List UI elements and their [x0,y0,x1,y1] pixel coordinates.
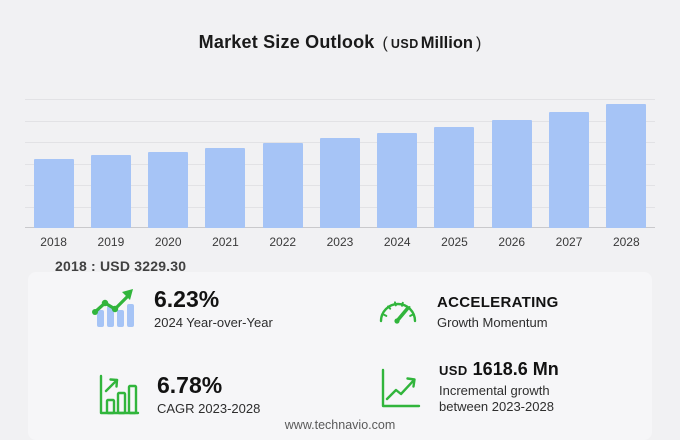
x-label-2026: 2026 [498,235,526,249]
bar-2018 [33,158,74,228]
x-label-2022: 2022 [269,235,297,249]
bar-2024 [377,132,418,228]
bar-slot-2020 [140,99,197,228]
bar-2022 [262,143,303,228]
bar-slot-2022 [254,99,311,228]
x-label-2024: 2024 [383,235,411,249]
title-currency: USD [390,37,419,51]
gridline [25,121,655,122]
footer-url[interactable]: www.technavio.com [284,418,396,432]
x-label-2020: 2020 [154,235,182,249]
stat-incremental-currency: USD [439,363,468,378]
bar-2021 [205,147,246,228]
page-title: Market Size Outlook (USD Million) [0,32,680,53]
x-label-2019: 2019 [97,235,125,249]
bar-2028 [606,103,647,228]
stat-cagr-value: 6.78% [157,371,223,398]
x-label-2028: 2028 [612,235,640,249]
stat-yoy-value: 6.23% [154,285,220,312]
chart-plot-area [25,99,655,228]
stat-cagr: 6.78% CAGR 2023-2028 [95,372,260,418]
bar-2019 [90,155,131,228]
stat-incremental-label: Incremental growth between 2023-2028 [439,382,554,415]
bar-slot-2026 [483,99,540,228]
chart-bars [25,99,655,228]
gridline [25,99,655,100]
x-label-2021: 2021 [212,235,239,249]
bar-slot-2019 [82,99,139,228]
bar-2027 [549,112,590,228]
bar-slot-2021 [197,99,254,228]
bar-2025 [434,126,475,228]
bar-chart-trend-icon [92,286,138,332]
title-unit: (USD Million) [382,34,482,52]
x-label-2023: 2023 [326,235,354,249]
stat-incremental-growth: USD 1618.6 Mn Incremental growth between… [377,359,591,415]
bar-slot-2025 [426,99,483,228]
stat-yoy-label: 2024 Year-over-Year [154,315,273,331]
bar-slot-2027 [540,99,597,228]
stats-panel: 6.23% 2024 Year-over-Year [28,272,652,440]
bar-slot-2023 [311,99,368,228]
x-axis-labels: 2018 2019 2020 2021 2022 2023 2024 2025 2026 2027… [25,235,655,249]
growth-bars-arrow-icon [95,372,141,418]
bar-chart: 2018 2019 2020 2021 2022 2023 2024 2025 2026 2027… [25,99,655,249]
bar-2020 [148,151,189,228]
line-growth-axis-icon [377,365,423,411]
title-text: Market Size Outlook [198,32,375,52]
stat-yoy-growth: 6.23% 2024 Year-over-Year [92,286,273,332]
base-year-value-label: 2018 : USD 3229.30 [55,258,187,274]
stat-growth-momentum: ACCELERATING Growth Momentum [375,290,559,336]
bar-slot-2018 [25,99,82,228]
stat-momentum-label: Growth Momentum [437,314,548,330]
bar-slot-2024 [369,99,426,228]
bar-slot-2028 [598,99,655,228]
title-unit-word: Million [420,34,473,52]
bar-2026 [491,119,532,228]
speedometer-icon [375,290,421,336]
x-label-2018: 2018 [40,235,67,249]
stat-incremental-value: USD 1618.6 Mn [439,359,591,380]
stat-cagr-label: CAGR 2023-2028 [157,401,261,417]
bar-2023 [319,138,360,228]
x-label-2027: 2027 [555,235,583,249]
x-label-2025: 2025 [441,235,468,249]
stat-momentum-value: ACCELERATING [437,294,559,312]
stat-incremental-amount: 1618.6 Mn [472,359,559,379]
title-paren-close: ) [476,35,482,52]
title-paren-open: ( [382,35,388,52]
